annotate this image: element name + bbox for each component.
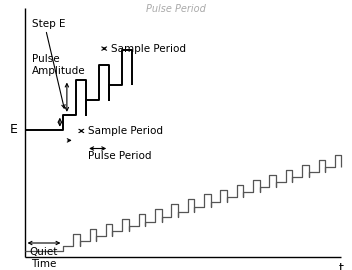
Text: Quiet
Time: Quiet Time xyxy=(30,247,58,269)
Text: Sample Period: Sample Period xyxy=(111,43,186,54)
Text: Pulse Period: Pulse Period xyxy=(146,4,206,14)
Text: t: t xyxy=(339,262,344,270)
Text: Pulse
Amplitude: Pulse Amplitude xyxy=(32,54,85,76)
Text: Step E: Step E xyxy=(32,19,65,29)
Text: E: E xyxy=(10,123,18,136)
Text: Pulse Period: Pulse Period xyxy=(88,151,151,161)
Text: Sample Period: Sample Period xyxy=(88,126,163,136)
